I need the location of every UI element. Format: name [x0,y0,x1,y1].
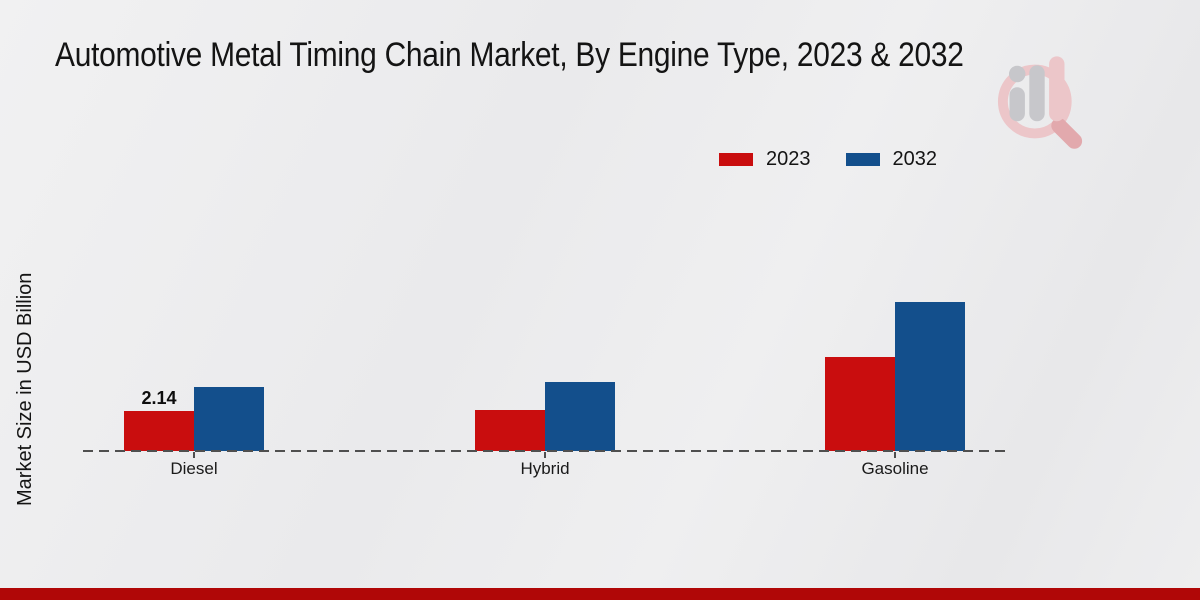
bar-2023-diesel [124,411,194,451]
bar-2023-gasoline [825,357,895,451]
legend-label-2023: 2023 [766,148,811,170]
footer-accent-bar [0,588,1200,600]
legend: 2023 2032 [719,147,937,171]
x-axis-tick [193,452,195,458]
magnifier-bar-chart-logo-icon [997,56,1083,149]
x-axis-tick [544,452,546,458]
legend-swatch-2023 [719,152,753,166]
bar-value-label: 2.14 [141,388,177,408]
x-axis-category-label: Diesel [170,459,218,478]
x-axis-category-label: Gasoline [861,459,929,478]
bar-2032-diesel [194,387,264,451]
chart-title: Automotive Metal Timing Chain Market, By… [55,36,964,74]
bar-2023-hybrid [475,410,545,451]
legend-swatch-2032 [845,152,880,166]
x-axis-tick [894,452,896,458]
x-axis-category-label: Hybrid [520,459,570,478]
legend-item-2032: 2032 [845,148,938,170]
bar-2032-hybrid [545,382,615,451]
legend-item-2023: 2023 [719,149,811,169]
x-axis-baseline [83,450,1007,452]
legend-label-2032: 2032 [892,148,938,170]
bar-2032-gasoline [895,302,965,451]
